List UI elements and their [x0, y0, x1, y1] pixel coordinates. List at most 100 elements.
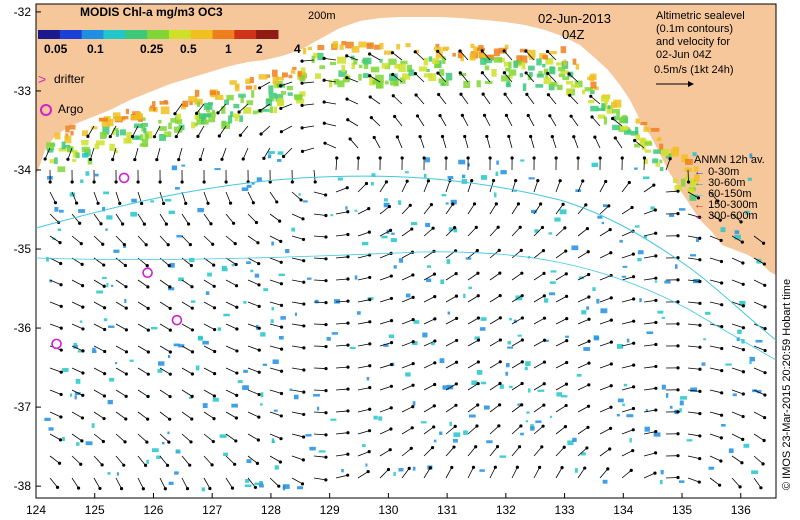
- chlorophyll-pixel: [418, 66, 428, 72]
- lon-tick-label: 127: [202, 503, 222, 517]
- velocity-arrowhead: [653, 471, 657, 475]
- velocity-arrowhead: [389, 362, 394, 367]
- velocity-arrow: [196, 103, 205, 114]
- velocity-arrowhead: [517, 445, 522, 449]
- chlorophyll-pixel: [736, 337, 740, 341]
- velocity-arrow: [225, 301, 237, 308]
- velocity-arrowhead: [324, 279, 328, 283]
- velocity-arrow: [555, 467, 563, 479]
- chlorophyll-pixel: [315, 73, 321, 79]
- velocity-arrowhead: [279, 106, 283, 111]
- chlorophyll-pixel: [151, 448, 159, 453]
- velocity-arrowhead: [431, 226, 435, 230]
- chlorophyll-pixel: [135, 112, 142, 120]
- velocity-arrowhead: [346, 431, 350, 435]
- velocity-arrow: [533, 295, 545, 303]
- chlorophyll-pixel: [75, 378, 81, 384]
- chlorophyll-pixel: [341, 41, 347, 46]
- chlorophyll-pixel: [572, 437, 577, 442]
- chlorophyll-pixel: [650, 127, 660, 132]
- chlorophyll-pixel: [619, 118, 626, 124]
- chlorophyll-pixel: [545, 57, 554, 65]
- velocity-arrowhead: [741, 304, 745, 308]
- velocity-arrow: [93, 367, 105, 374]
- chlorophyll-pixel: [58, 209, 64, 213]
- velocity-arrow: [137, 455, 146, 466]
- velocity-arrow: [709, 345, 722, 349]
- velocity-arrow: [137, 301, 149, 309]
- altimetry-legend-line: and velocity for: [656, 36, 730, 48]
- velocity-arrow: [555, 250, 567, 259]
- velocity-arrowhead: [698, 345, 702, 349]
- velocity-arrowhead: [653, 451, 658, 455]
- chlorophyll-pixel: [278, 335, 284, 340]
- chlorophyll-pixel: [545, 74, 549, 78]
- chlorophyll-pixel: [617, 398, 624, 403]
- chlorophyll-pixel: [271, 307, 274, 311]
- chlorophyll-pixel: [480, 317, 487, 321]
- chlorophyll-pixel: [265, 99, 273, 107]
- chlorophyll-pixel: [80, 179, 84, 184]
- velocity-arrow: [533, 383, 545, 391]
- velocity-arrow: [159, 345, 171, 353]
- velocity-arrow: [731, 345, 744, 351]
- colorbar-tick-label: 0.05: [44, 42, 68, 56]
- velocity-arrow: [481, 50, 491, 61]
- argo-float-marker: [171, 314, 183, 326]
- chlorophyll-pixel: [600, 308, 608, 314]
- velocity-arrowhead: [278, 460, 283, 464]
- chlorophyll-pixel: [106, 283, 109, 288]
- velocity-arrow: [181, 477, 188, 489]
- velocity-arrowhead: [302, 280, 306, 284]
- velocity-arrowhead: [345, 76, 349, 80]
- chlorophyll-pixel: [216, 91, 220, 95]
- velocity-arrowhead: [587, 295, 591, 299]
- velocity-arrow: [621, 364, 634, 369]
- chlorophyll-pixel: [246, 459, 252, 463]
- velocity-arrowhead: [741, 326, 746, 330]
- velocity-arrowhead: [145, 264, 149, 268]
- chlorophyll-pixel: [644, 426, 650, 432]
- velocity-arrowhead: [514, 178, 518, 183]
- velocity-arrowhead: [620, 156, 624, 160]
- velocity-arrow: [181, 279, 193, 288]
- colorbar-tick-label: 0.5: [180, 42, 197, 56]
- velocity-arrowhead: [346, 409, 350, 413]
- velocity-arrowhead: [609, 318, 613, 322]
- chlorophyll-pixel: [69, 393, 73, 397]
- chlorophyll-pixel: [684, 167, 693, 172]
- velocity-arrowhead: [313, 180, 317, 184]
- velocity-arrowhead: [411, 405, 415, 409]
- chlorophyll-pixel: [207, 272, 212, 277]
- velocity-arrow: [467, 361, 479, 369]
- velocity-arrow: [115, 345, 127, 353]
- chlorophyll-pixel: [174, 187, 180, 190]
- velocity-arrowhead: [719, 238, 723, 243]
- lon-tick-label: 135: [672, 503, 692, 517]
- velocity-arrowhead: [324, 389, 328, 393]
- velocity-arrow: [489, 425, 500, 435]
- velocity-arrow: [313, 477, 326, 481]
- velocity-arrowhead: [144, 243, 148, 247]
- velocity-arrowhead: [279, 130, 284, 134]
- velocity-arrow: [137, 433, 148, 443]
- velocity-arrowhead: [454, 316, 459, 320]
- velocity-arrow: [731, 301, 744, 307]
- chlorophyll-pixel: [461, 179, 467, 184]
- velocity-arrowhead: [92, 180, 96, 184]
- velocity-arrow: [225, 367, 238, 374]
- chlorophyll-pixel: [452, 438, 458, 443]
- velocity-arrow: [90, 147, 95, 160]
- velocity-arrowhead: [279, 282, 284, 286]
- velocity-arrow: [643, 366, 656, 369]
- velocity-arrow: [302, 147, 315, 152]
- velocity-arrow: [504, 93, 513, 105]
- velocity-arrow: [486, 136, 491, 149]
- velocity-arrowhead: [496, 225, 500, 229]
- chlorophyll-pixel: [150, 200, 155, 203]
- velocity-arrowhead: [741, 261, 745, 265]
- velocity-arrowhead: [411, 383, 415, 387]
- velocity-arrowhead: [346, 343, 350, 347]
- chlorophyll-pixel: [167, 287, 175, 291]
- chlorophyll-pixel: [528, 65, 535, 71]
